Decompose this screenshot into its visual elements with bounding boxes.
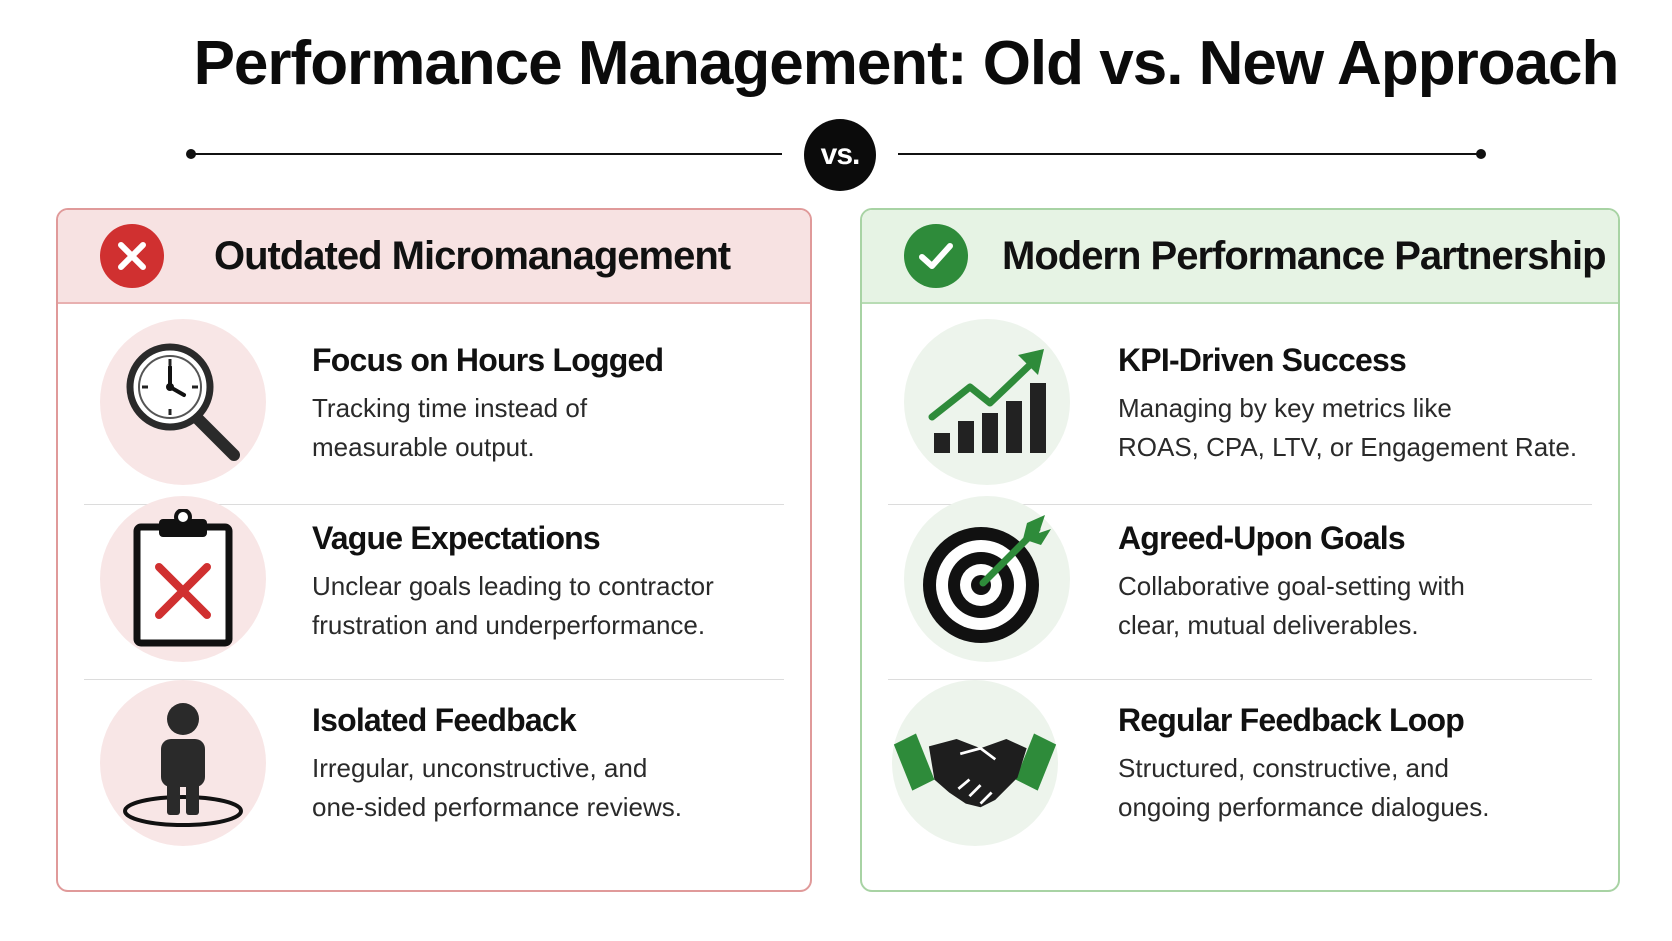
modern-panel: Modern Performance Partnership KPI-Drive… — [860, 208, 1620, 892]
clock-magnifier-icon — [100, 319, 266, 485]
vs-badge: vs. — [804, 119, 876, 191]
growth-chart-icon — [904, 319, 1070, 485]
divider-endpoint-right — [1476, 149, 1486, 159]
modern-panel-title: Modern Performance Partnership — [1002, 233, 1606, 278]
item-heading: Isolated Feedback — [312, 702, 577, 738]
outdated-panel: Outdated Micromanagement Focus on Hours … — [56, 208, 812, 892]
list-item: Agreed-Upon Goals Collaborative goal-set… — [862, 496, 1618, 682]
item-description: Unclear goals leading to contractor frust… — [312, 571, 714, 640]
handshake-icon — [892, 680, 1058, 846]
item-description: Managing by key metrics like ROAS, CPA, L… — [1118, 393, 1578, 462]
list-item: Focus on Hours Logged Tracking time inst… — [58, 304, 810, 490]
check-circle-icon — [904, 224, 968, 288]
divider-line-right — [898, 153, 1481, 155]
isolated-person-icon — [100, 680, 266, 846]
item-heading: Regular Feedback Loop — [1118, 702, 1465, 738]
divider-line-left — [190, 153, 782, 155]
row-divider — [84, 679, 784, 680]
clipboard-x-icon — [100, 496, 266, 662]
row-divider — [888, 504, 1592, 505]
x-circle-icon — [100, 224, 164, 288]
list-item: KPI-Driven Success Managing by key metri… — [862, 304, 1618, 490]
page-title: Performance Management: Old vs. New Appr… — [193, 29, 1620, 98]
row-divider — [84, 504, 784, 505]
list-item: Regular Feedback Loop Structured, constr… — [862, 678, 1618, 864]
row-divider — [888, 679, 1592, 680]
item-description: Irregular, unconstructive, and one-sided … — [312, 753, 682, 822]
item-heading: Focus on Hours Logged — [312, 342, 664, 378]
outdated-panel-title: Outdated Micromanagement — [214, 233, 731, 278]
modern-panel-header: Modern Performance Partnership — [862, 210, 1618, 304]
list-item: Isolated Feedback Irregular, unconstruct… — [58, 678, 810, 864]
item-description: Tracking time instead of measurable outpu… — [312, 393, 588, 462]
item-heading: Agreed-Upon Goals — [1118, 520, 1406, 556]
target-arrow-icon — [904, 496, 1070, 662]
item-heading: KPI-Driven Success — [1118, 342, 1407, 378]
list-item: Vague Expectations Unclear goals leading… — [58, 496, 810, 682]
item-heading: Vague Expectations — [312, 520, 601, 556]
outdated-panel-header: Outdated Micromanagement — [58, 210, 810, 304]
item-description: Structured, constructive, and ongoing per… — [1118, 753, 1490, 822]
item-description: Collaborative goal-setting with clear, mu… — [1118, 571, 1465, 640]
